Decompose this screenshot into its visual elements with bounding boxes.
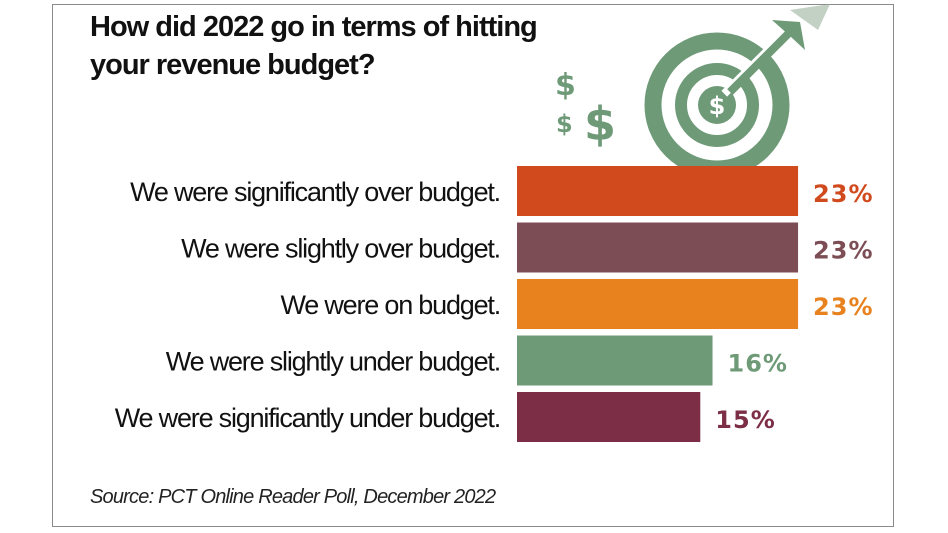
bar	[517, 335, 713, 386]
category-label: We were significantly under budget.	[115, 403, 500, 433]
title-line-2: your revenue budget?	[90, 49, 376, 81]
value-label: 23%	[813, 237, 873, 265]
chart-title: How did 2022 go in terms of hitting your…	[90, 8, 538, 84]
bar	[517, 222, 799, 273]
category-label: We were slightly over budget.	[181, 234, 500, 264]
category-label: We were on budget.	[280, 290, 500, 320]
value-label: 23%	[813, 180, 873, 208]
bar	[517, 279, 799, 329]
bar	[517, 166, 799, 216]
target-icon: $	[644, 4, 830, 178]
value-label: 23%	[813, 293, 873, 321]
chart-source: Source: PCT Online Reader Poll, December…	[90, 486, 496, 508]
svg-text:$: $	[709, 92, 726, 120]
category-label: We were significantly over budget.	[130, 177, 500, 207]
svg-text:$: $	[556, 110, 573, 138]
dollar-signs-icon: $ $ $	[555, 68, 616, 151]
bar	[517, 392, 701, 442]
svg-text:$: $	[555, 68, 576, 103]
title-line-1: How did 2022 go in terms of hitting	[90, 11, 538, 43]
value-label: 16%	[728, 350, 788, 378]
value-label: 15%	[715, 406, 775, 434]
category-label: We were slightly under budget.	[166, 347, 500, 377]
chart-frame	[52, 4, 894, 527]
svg-text:$: $	[584, 97, 616, 151]
